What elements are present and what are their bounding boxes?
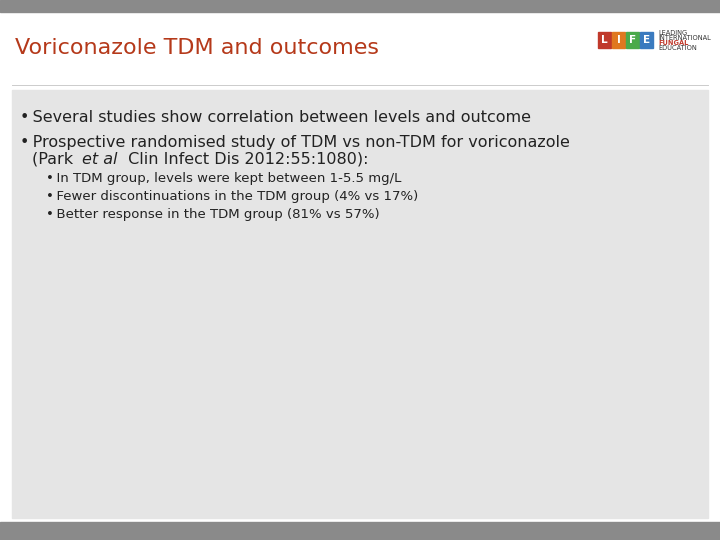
Bar xyxy=(626,32,639,48)
Text: • In TDM group, levels were kept between 1-5.5 mg/L: • In TDM group, levels were kept between… xyxy=(46,172,401,185)
Text: • Several studies show correlation between levels and outcome: • Several studies show correlation betwe… xyxy=(20,110,531,125)
Bar xyxy=(12,90,708,518)
Text: • Fewer discontinuations in the TDM group (4% vs 17%): • Fewer discontinuations in the TDM grou… xyxy=(46,190,418,203)
Text: LEADING: LEADING xyxy=(658,30,687,36)
Text: Clin Infect Dis 2012:55:1080):: Clin Infect Dis 2012:55:1080): xyxy=(123,152,369,167)
Text: (Park: (Park xyxy=(32,152,78,167)
Text: I: I xyxy=(616,35,621,45)
Text: • Better response in the TDM group (81% vs 57%): • Better response in the TDM group (81% … xyxy=(46,208,379,221)
Bar xyxy=(612,32,625,48)
Text: EDUCATION: EDUCATION xyxy=(658,45,697,51)
Bar xyxy=(0,0,720,12)
Text: Voriconazole TDM and outcomes: Voriconazole TDM and outcomes xyxy=(15,38,379,58)
Bar xyxy=(0,12,720,85)
Text: L: L xyxy=(601,35,608,45)
Text: E: E xyxy=(643,35,650,45)
Text: INTERNATIONAL: INTERNATIONAL xyxy=(658,35,711,41)
Text: F: F xyxy=(629,35,636,45)
Text: • Prospective randomised study of TDM vs non-TDM for voriconazole: • Prospective randomised study of TDM vs… xyxy=(20,135,570,150)
Bar xyxy=(640,32,653,48)
Text: et al: et al xyxy=(82,152,117,167)
Bar xyxy=(598,32,611,48)
Text: FUNGAL: FUNGAL xyxy=(658,40,688,46)
Bar xyxy=(0,522,720,540)
